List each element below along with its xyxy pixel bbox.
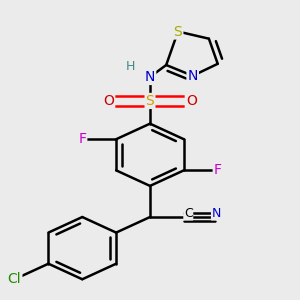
Text: F: F [78,132,86,146]
Text: N: N [145,70,155,84]
Text: S: S [146,94,154,108]
Text: N: N [188,69,198,83]
Text: C: C [184,207,193,220]
Text: O: O [103,94,114,108]
Text: Cl: Cl [8,272,21,286]
Text: H: H [126,60,136,73]
Text: N: N [212,207,221,220]
Text: S: S [174,25,182,38]
Text: F: F [214,163,222,177]
Text: O: O [186,94,197,108]
